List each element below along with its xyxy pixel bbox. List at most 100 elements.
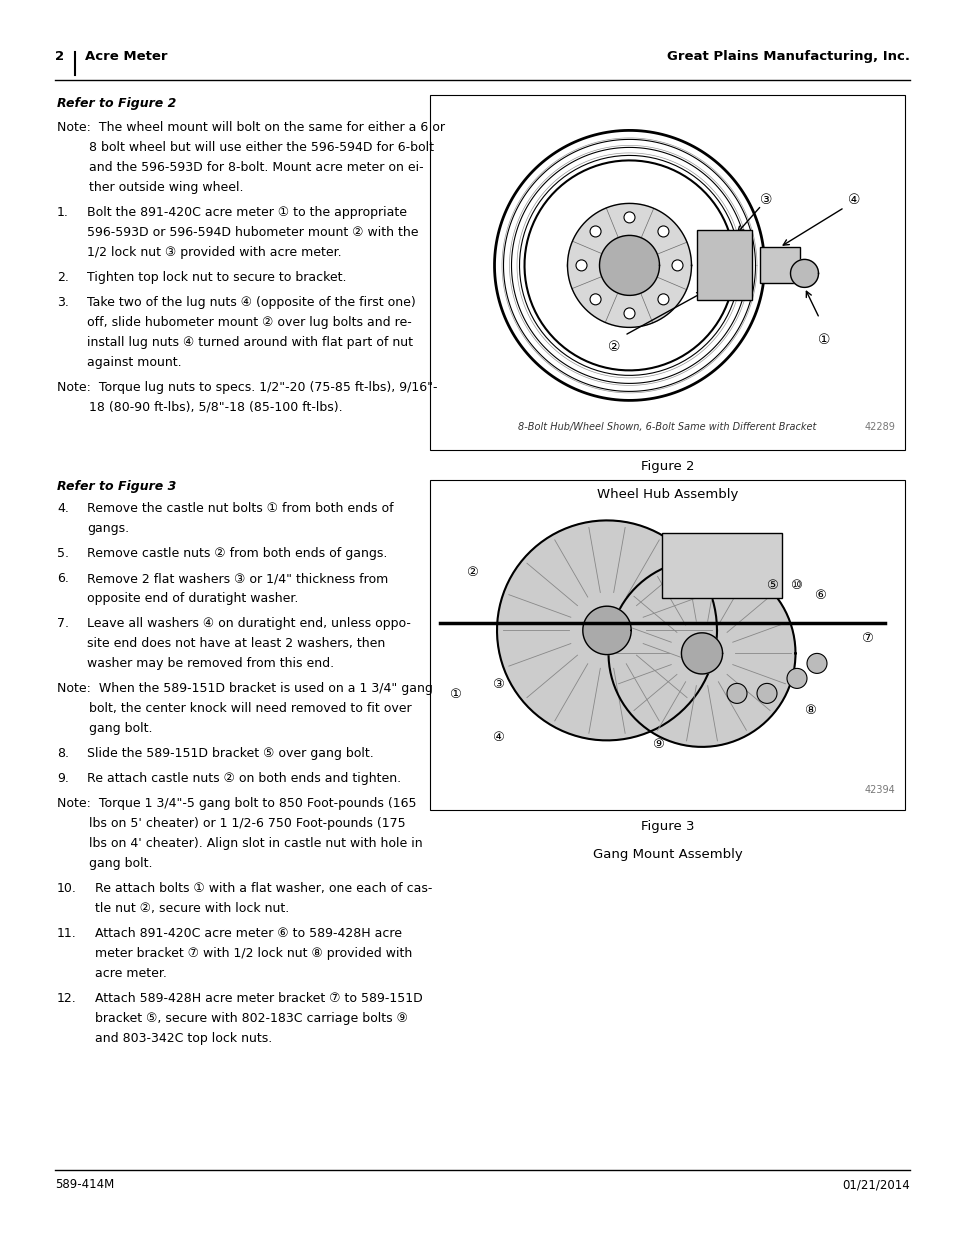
Bar (661, 534, 781, 599)
Bar (696, 231, 751, 300)
Text: Refer to Figure 3: Refer to Figure 3 (57, 480, 176, 493)
Circle shape (623, 212, 635, 222)
Text: Note:  The wheel mount will bolt on the same for either a 6 or: Note: The wheel mount will bolt on the s… (57, 121, 444, 135)
Text: Note:  Torque 1 3/4"-5 gang bolt to 850 Foot-pounds (165: Note: Torque 1 3/4"-5 gang bolt to 850 F… (57, 797, 416, 810)
Polygon shape (497, 520, 717, 741)
Text: 596-593D or 596-594D hubometer mount ② with the: 596-593D or 596-594D hubometer mount ② w… (87, 226, 418, 240)
Text: off, slide hubometer mount ② over lug bolts and re-: off, slide hubometer mount ② over lug bo… (87, 316, 412, 329)
Text: ①: ① (818, 333, 830, 347)
Polygon shape (680, 632, 721, 674)
Circle shape (786, 668, 806, 688)
Text: and the 596-593D for 8-bolt. Mount acre meter on ei-: and the 596-593D for 8-bolt. Mount acre … (57, 161, 423, 174)
Text: ⑦: ⑦ (861, 632, 872, 645)
Text: bracket ⑤, secure with 802-183C carriage bolts ⑨: bracket ⑤, secure with 802-183C carriage… (95, 1011, 408, 1025)
Text: ①: ① (449, 688, 460, 701)
Text: ⑩: ⑩ (789, 579, 801, 592)
Text: ④: ④ (492, 731, 503, 743)
Text: 9.: 9. (57, 772, 69, 785)
Text: 42289: 42289 (863, 422, 894, 432)
Circle shape (806, 653, 826, 673)
Text: against mount.: against mount. (87, 356, 181, 369)
Text: lbs on 5' cheater) or 1 1/2-6 750 Foot-pounds (175: lbs on 5' cheater) or 1 1/2-6 750 Foot-p… (57, 818, 405, 830)
Text: 6.: 6. (57, 572, 69, 585)
Text: 3.: 3. (57, 296, 69, 309)
Polygon shape (790, 259, 818, 288)
Text: Figure 2: Figure 2 (640, 459, 694, 473)
Bar (430, 480, 904, 810)
Text: ther outside wing wheel.: ther outside wing wheel. (57, 182, 243, 194)
Text: Figure 3: Figure 3 (640, 820, 694, 832)
Text: ⑥: ⑥ (813, 589, 824, 601)
Text: 1.: 1. (57, 206, 69, 219)
Text: ②: ② (608, 341, 620, 354)
Text: 7.: 7. (57, 618, 69, 630)
Text: Attach 891-420C acre meter ⑥ to 589-428H acre: Attach 891-420C acre meter ⑥ to 589-428H… (95, 927, 401, 940)
Text: site end does not have at least 2 washers, then: site end does not have at least 2 washer… (87, 637, 385, 650)
Text: gang bolt.: gang bolt. (57, 722, 152, 735)
Text: 10.: 10. (57, 882, 77, 895)
Text: 42394: 42394 (863, 785, 894, 795)
Text: 18 (80-90 ft-lbs), 5/8"-18 (85-100 ft-lbs).: 18 (80-90 ft-lbs), 5/8"-18 (85-100 ft-lb… (57, 401, 342, 414)
Text: Take two of the lug nuts ④ (opposite of the first one): Take two of the lug nuts ④ (opposite of … (87, 296, 416, 309)
Text: ⑨: ⑨ (652, 737, 663, 751)
Text: Leave all washers ④ on duratight end, unless oppo-: Leave all washers ④ on duratight end, un… (87, 618, 411, 630)
Text: Note:  When the 589-151D bracket is used on a 1 3/4" gang: Note: When the 589-151D bracket is used … (57, 682, 433, 695)
Circle shape (590, 294, 600, 305)
Text: Slide the 589-151D bracket ⑤ over gang bolt.: Slide the 589-151D bracket ⑤ over gang b… (87, 747, 374, 760)
Text: opposite end of duratight washer.: opposite end of duratight washer. (87, 592, 298, 605)
Circle shape (623, 308, 635, 319)
Text: lbs on 4' cheater). Align slot in castle nut with hole in: lbs on 4' cheater). Align slot in castle… (57, 837, 422, 850)
Text: install lug nuts ④ turned around with flat part of nut: install lug nuts ④ turned around with fl… (87, 336, 413, 350)
Circle shape (726, 683, 746, 704)
Circle shape (671, 259, 682, 270)
Polygon shape (582, 606, 631, 655)
Bar (759, 247, 799, 283)
Text: Remove 2 flat washers ③ or 1/4" thickness from: Remove 2 flat washers ③ or 1/4" thicknes… (87, 572, 388, 585)
Text: Re attach bolts ① with a flat washer, one each of cas-: Re attach bolts ① with a flat washer, on… (95, 882, 432, 895)
Text: bolt, the center knock will need removed to fit over: bolt, the center knock will need removed… (57, 701, 411, 715)
Text: 8.: 8. (57, 747, 69, 760)
Bar (430, 95, 904, 450)
Text: 2: 2 (55, 49, 64, 63)
Text: 01/21/2014: 01/21/2014 (841, 1178, 909, 1191)
Text: ②: ② (466, 566, 477, 579)
Circle shape (576, 259, 586, 270)
Text: ③: ③ (492, 678, 503, 692)
Text: ④: ④ (847, 194, 860, 207)
Text: ⑧: ⑧ (803, 704, 815, 718)
Text: and 803-342C top lock nuts.: and 803-342C top lock nuts. (95, 1032, 272, 1045)
Text: Attach 589-428H acre meter bracket ⑦ to 589-151D: Attach 589-428H acre meter bracket ⑦ to … (95, 992, 422, 1005)
Text: 1/2 lock nut ③ provided with acre meter.: 1/2 lock nut ③ provided with acre meter. (87, 246, 341, 259)
Polygon shape (598, 236, 659, 295)
Text: meter bracket ⑦ with 1/2 lock nut ⑧ provided with: meter bracket ⑦ with 1/2 lock nut ⑧ prov… (95, 947, 412, 960)
Text: 5.: 5. (57, 547, 69, 559)
Text: Wheel Hub Assembly: Wheel Hub Assembly (597, 488, 738, 501)
Text: gang bolt.: gang bolt. (57, 857, 152, 869)
Text: Refer to Figure 2: Refer to Figure 2 (57, 98, 176, 110)
Circle shape (590, 226, 600, 237)
Text: Note:  Torque lug nuts to specs. 1/2"-20 (75-85 ft-lbs), 9/16"-: Note: Torque lug nuts to specs. 1/2"-20 … (57, 382, 437, 394)
Text: ③: ③ (760, 194, 772, 207)
Text: 4.: 4. (57, 501, 69, 515)
Text: 589-414M: 589-414M (55, 1178, 114, 1191)
Text: 8-Bolt Hub/Wheel Shown, 6-Bolt Same with Different Bracket: 8-Bolt Hub/Wheel Shown, 6-Bolt Same with… (517, 422, 816, 432)
Text: Acre Meter: Acre Meter (85, 49, 168, 63)
Circle shape (757, 683, 776, 704)
Text: ⑤: ⑤ (765, 579, 777, 592)
Text: 11.: 11. (57, 927, 76, 940)
Text: Gang Mount Assembly: Gang Mount Assembly (592, 848, 741, 861)
Text: Tighten top lock nut to secure to bracket.: Tighten top lock nut to secure to bracke… (87, 270, 346, 284)
Circle shape (658, 226, 668, 237)
Text: 12.: 12. (57, 992, 76, 1005)
Text: gangs.: gangs. (87, 522, 129, 535)
Text: 8 bolt wheel but will use either the 596-594D for 6-bolt: 8 bolt wheel but will use either the 596… (57, 141, 434, 154)
Text: washer may be removed from this end.: washer may be removed from this end. (87, 657, 334, 671)
Text: Re attach castle nuts ② on both ends and tighten.: Re attach castle nuts ② on both ends and… (87, 772, 400, 785)
Circle shape (658, 294, 668, 305)
Polygon shape (608, 559, 795, 747)
Text: Bolt the 891-420C acre meter ① to the appropriate: Bolt the 891-420C acre meter ① to the ap… (87, 206, 407, 219)
Polygon shape (567, 204, 691, 327)
Text: 2.: 2. (57, 270, 69, 284)
Text: acre meter.: acre meter. (95, 967, 167, 981)
Text: Great Plains Manufacturing, Inc.: Great Plains Manufacturing, Inc. (666, 49, 909, 63)
